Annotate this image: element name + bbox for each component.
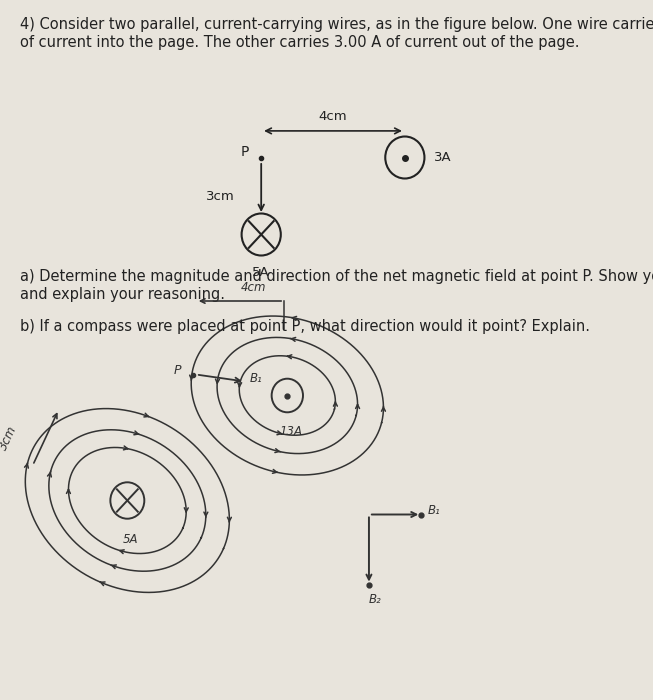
Text: a) Determine the magnitude and direction of the net magnetic field at point P. S: a) Determine the magnitude and direction… [20, 270, 653, 302]
Text: 4) Consider two parallel, current-carrying wires, as in the figure below. One wi: 4) Consider two parallel, current-carryi… [20, 18, 653, 50]
Text: 3cm: 3cm [206, 190, 235, 202]
Text: 3A: 3A [434, 151, 452, 164]
Text: B₁: B₁ [250, 372, 263, 384]
Circle shape [272, 379, 303, 412]
Text: b) If a compass were placed at point P, what direction would it point? Explain.: b) If a compass were placed at point P, … [20, 318, 590, 333]
Text: 4cm: 4cm [319, 109, 347, 122]
Text: B₂: B₂ [369, 593, 382, 606]
Text: 13A: 13A [279, 425, 302, 438]
Text: P: P [174, 365, 181, 377]
Text: 5A: 5A [123, 533, 138, 546]
Text: 3cm: 3cm [0, 424, 20, 452]
Text: 5A: 5A [253, 266, 270, 279]
Text: 4cm: 4cm [240, 281, 266, 294]
Text: P: P [241, 145, 249, 159]
Circle shape [110, 482, 144, 519]
Text: B₁: B₁ [428, 505, 441, 517]
